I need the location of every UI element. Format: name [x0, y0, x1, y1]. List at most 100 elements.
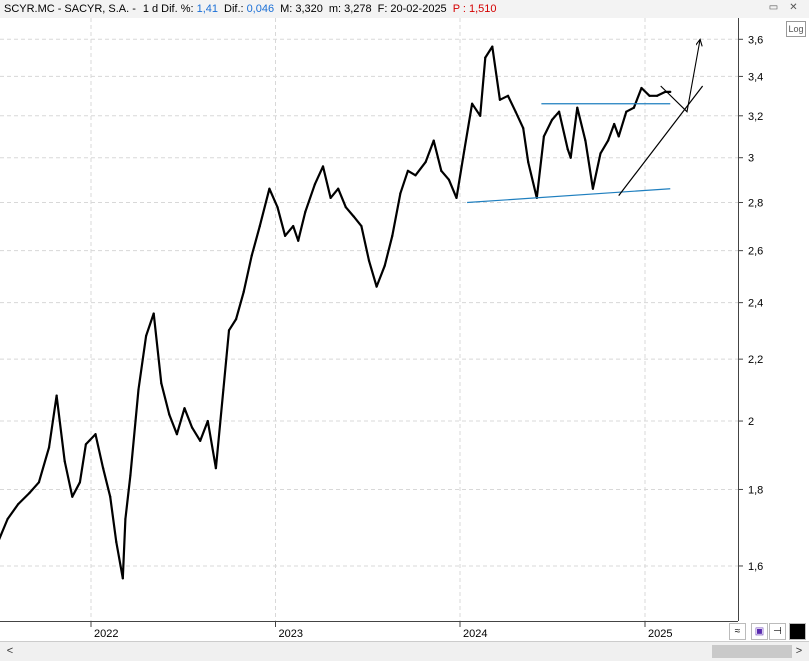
- price-point: [115, 540, 118, 544]
- price-point: [432, 139, 435, 142]
- dif-label: Dif.:: [224, 3, 244, 15]
- x-tick-label: 2023: [278, 628, 302, 640]
- price-point: [584, 139, 587, 142]
- price-point: [471, 102, 474, 105]
- price-point: [455, 196, 458, 199]
- price-point: [47, 446, 51, 449]
- color-swatch-icon[interactable]: [789, 623, 806, 640]
- scroll-left-icon[interactable]: <: [6, 645, 14, 657]
- price-point: [37, 481, 41, 484]
- close-icon[interactable]: ✕: [789, 2, 798, 13]
- date-label: F:: [377, 3, 388, 15]
- price-point: [276, 206, 279, 209]
- price-point: [375, 285, 378, 288]
- price-point: [329, 196, 332, 199]
- price-point: [250, 254, 253, 257]
- price-point: [360, 225, 363, 228]
- price-point: [214, 467, 217, 470]
- price-point: [6, 517, 9, 521]
- pin-icon[interactable]: ⊣: [769, 623, 786, 640]
- price-point: [121, 577, 124, 580]
- price-point: [391, 234, 394, 237]
- minimize-icon[interactable]: ▭: [768, 2, 779, 13]
- chart-header: SCYR.MC - SACYR, S.A. - 1 d Dif. %: 1,41…: [0, 0, 809, 19]
- projection-arrow: [660, 39, 700, 113]
- price-point: [484, 56, 487, 59]
- price-point: [367, 259, 371, 262]
- price-point: [160, 382, 163, 385]
- y-axis-svg: 1,6 1,8 2 2,2 2,4 2,6 2,8 3 3,2 3,4 3,6: [739, 34, 763, 573]
- y-tick-label: 2,2: [748, 354, 763, 366]
- price-point: [175, 433, 179, 436]
- price-point: [383, 264, 386, 267]
- price-point: [406, 169, 410, 172]
- company-name: SACYR, S.A.: [64, 3, 130, 15]
- price-point: [84, 443, 88, 446]
- price-point: [242, 290, 245, 293]
- price-point: [640, 86, 643, 90]
- save-icon[interactable]: ▣: [751, 623, 768, 640]
- price-label: P :: [452, 3, 466, 15]
- y-tick-label: 3: [748, 153, 754, 165]
- price-point: [258, 225, 261, 228]
- price-point: [71, 495, 74, 498]
- price-point: [124, 517, 127, 521]
- price-point: [617, 135, 620, 138]
- price-point: [152, 312, 155, 315]
- trendline: [618, 85, 704, 196]
- price-point: [28, 491, 31, 495]
- horizontal-scrollbar[interactable]: < >: [0, 641, 809, 661]
- price-point: [321, 165, 325, 168]
- y-axis: 1,6 1,8 2 2,2 2,4 2,6 2,8 3 3,2 3,4 3,6: [738, 18, 809, 621]
- price-point: [569, 156, 572, 159]
- header-sep-2: -: [132, 3, 136, 15]
- price-point: [566, 148, 569, 151]
- max-label: M:: [280, 3, 293, 15]
- price-point: [491, 45, 494, 48]
- price-point: [447, 178, 450, 181]
- trendline: [467, 188, 671, 204]
- price-point: [304, 210, 307, 213]
- price-point: [17, 502, 20, 506]
- price-point: [656, 94, 659, 97]
- y-tick-label: 1,8: [748, 484, 763, 496]
- header-sep-1: -: [57, 3, 62, 15]
- interval: 1 d: [142, 3, 159, 15]
- price-point: [199, 439, 202, 442]
- log-scale-button[interactable]: Log: [786, 21, 806, 37]
- price-point: [190, 426, 194, 429]
- price-point: [268, 187, 271, 190]
- price-point: [313, 183, 317, 186]
- price-chart-svg: [0, 18, 738, 621]
- price-point: [183, 407, 186, 410]
- price-point: [648, 94, 651, 97]
- scroll-right-icon[interactable]: >: [795, 645, 803, 657]
- scroll-thumb[interactable]: [712, 645, 792, 658]
- price-point: [669, 90, 672, 93]
- price-point: [414, 174, 417, 177]
- price-point: [632, 106, 635, 109]
- price-point: [550, 118, 554, 121]
- price-point: [168, 413, 171, 416]
- indicator-icon[interactable]: ≈: [729, 623, 746, 640]
- price-point: [591, 187, 595, 190]
- price-point: [55, 394, 58, 397]
- date-value: 20-02-2025: [390, 3, 447, 15]
- price-point: [102, 467, 105, 470]
- price-point: [352, 215, 355, 218]
- price-point: [297, 239, 300, 242]
- price-point: [542, 135, 546, 138]
- plot-area[interactable]: [0, 18, 738, 621]
- min-value: 3,278: [344, 3, 372, 15]
- price-point: [599, 152, 602, 155]
- price-point: [625, 110, 628, 113]
- price-point: [137, 388, 140, 391]
- y-tick-label: 2: [748, 416, 754, 428]
- price-point: [424, 160, 427, 164]
- x-tick-label: 2025: [648, 628, 672, 640]
- x-axis: 2022 2023 2024 2025: [0, 621, 738, 642]
- price-series-line: [0, 45, 671, 580]
- price-point: [63, 460, 66, 463]
- price-point: [129, 474, 132, 477]
- price-point: [109, 495, 112, 498]
